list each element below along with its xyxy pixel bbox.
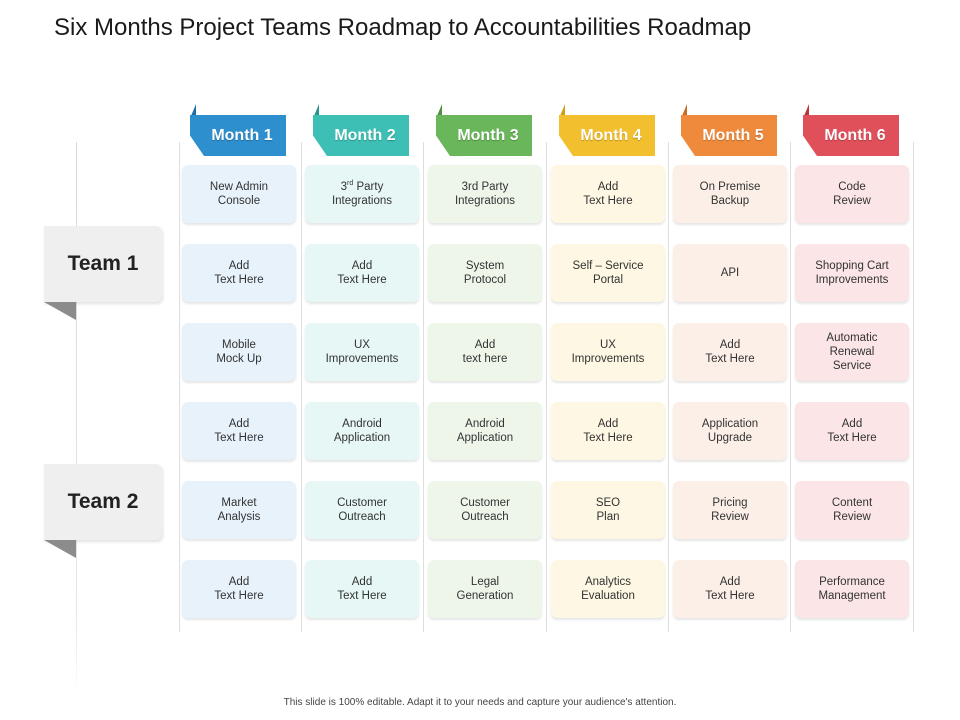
roadmap-card: Add Text Here <box>305 560 419 618</box>
roadmap-card: Add Text Here <box>673 560 787 618</box>
roadmap-card: Add text here <box>428 323 542 381</box>
month-header-4: Month 4 <box>559 115 655 156</box>
roadmap-card: Mobile Mock Up <box>182 323 296 381</box>
month-header-3: Month 3 <box>436 115 532 156</box>
column-separator <box>423 142 424 632</box>
column-separator <box>179 142 180 632</box>
month-header-flag <box>682 104 687 116</box>
roadmap-card: Market Analysis <box>182 481 296 539</box>
page-title: Six Months Project Teams Roadmap to Acco… <box>54 14 752 41</box>
roadmap-card: UX Improvements <box>551 323 665 381</box>
month-header-flag <box>804 104 809 116</box>
column-separator <box>913 142 914 632</box>
footer-note: This slide is 100% editable. Adapt it to… <box>283 697 677 708</box>
roadmap-card: 3rd Party Integrations <box>305 165 419 223</box>
team-label-2: Team 2 <box>44 464 162 540</box>
roadmap-card: Customer Outreach <box>428 481 542 539</box>
card-text-suffix: Party Integrations <box>331 181 393 207</box>
roadmap-card: Add Text Here <box>551 402 665 460</box>
card-text-prefix: 3 <box>340 181 348 193</box>
roadmap-card: Customer Outreach <box>305 481 419 539</box>
month-header-6: Month 6 <box>803 115 899 156</box>
column-separator <box>668 142 669 632</box>
column-separator <box>301 142 302 632</box>
roadmap-card: Add Text Here <box>673 323 787 381</box>
month-header-flag <box>191 104 196 116</box>
card-text-superscript: rd <box>347 180 354 188</box>
roadmap-card: SEO Plan <box>551 481 665 539</box>
roadmap-card: Content Review <box>795 481 909 539</box>
roadmap-card: Performance Management <box>795 560 909 618</box>
roadmap-card: Code Review <box>795 165 909 223</box>
roadmap-card: New Admin Console <box>182 165 296 223</box>
roadmap-card: Add Text Here <box>551 165 665 223</box>
roadmap-card: Application Upgrade <box>673 402 787 460</box>
roadmap-card: Add Text Here <box>182 560 296 618</box>
timeline-spine <box>76 142 77 698</box>
team-label-2-fold <box>44 540 76 558</box>
roadmap-card: Legal Generation <box>428 560 542 618</box>
roadmap-card: Analytics Evaluation <box>551 560 665 618</box>
month-header-2: Month 2 <box>313 115 409 156</box>
column-separator <box>790 142 791 632</box>
month-header-5: Month 5 <box>681 115 777 156</box>
roadmap-card: System Protocol <box>428 244 542 302</box>
team-label-1: Team 1 <box>44 226 162 302</box>
roadmap-card: Automatic Renewal Service <box>795 323 909 381</box>
roadmap-card: On Premise Backup <box>673 165 787 223</box>
roadmap-card: UX Improvements <box>305 323 419 381</box>
month-header-1: Month 1 <box>190 115 286 156</box>
roadmap-card: Pricing Review <box>673 481 787 539</box>
team-label-1-fold <box>44 302 76 320</box>
roadmap-card: Add Text Here <box>305 244 419 302</box>
month-header-flag <box>314 104 319 116</box>
roadmap-card: Android Application <box>305 402 419 460</box>
roadmap-card: Add Text Here <box>795 402 909 460</box>
roadmap-card: 3rd Party Integrations <box>428 165 542 223</box>
roadmap-card: Add Text Here <box>182 244 296 302</box>
roadmap-card: API <box>673 244 787 302</box>
month-header-flag <box>437 104 442 116</box>
roadmap-card: Android Application <box>428 402 542 460</box>
roadmap-card: Shopping Cart Improvements <box>795 244 909 302</box>
roadmap-card: Self – Service Portal <box>551 244 665 302</box>
roadmap-card: Add Text Here <box>182 402 296 460</box>
column-separator <box>546 142 547 632</box>
month-header-flag <box>560 104 565 116</box>
